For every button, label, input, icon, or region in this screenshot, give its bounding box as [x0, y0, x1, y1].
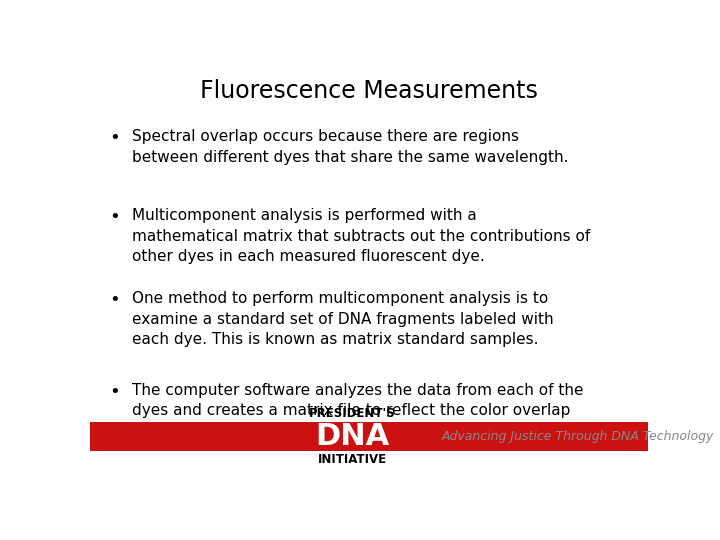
Text: One method to perform multicomponent analysis is to
examine a standard set of DN: One method to perform multicomponent ana… [132, 292, 554, 347]
Text: DNA: DNA [315, 422, 390, 451]
Text: Advancing Justice Through DNA Technology: Advancing Justice Through DNA Technology [441, 430, 714, 443]
Text: PRESIDENT'S: PRESIDENT'S [309, 407, 395, 420]
Text: The computer software analyzes the data from each of the
dyes and creates a matr: The computer software analyzes the data … [132, 383, 583, 438]
Text: •: • [109, 208, 120, 226]
Text: Fluorescence Measurements: Fluorescence Measurements [200, 79, 538, 103]
Text: Multicomponent analysis is performed with a
mathematical matrix that subtracts o: Multicomponent analysis is performed wit… [132, 208, 590, 264]
FancyBboxPatch shape [297, 422, 408, 451]
Text: Spectral overlap occurs because there are regions
between different dyes that sh: Spectral overlap occurs because there ar… [132, 129, 568, 165]
Text: INITIATIVE: INITIATIVE [318, 453, 387, 465]
Text: •: • [109, 292, 120, 309]
Text: •: • [109, 383, 120, 401]
FancyBboxPatch shape [90, 422, 648, 451]
Text: •: • [109, 129, 120, 147]
